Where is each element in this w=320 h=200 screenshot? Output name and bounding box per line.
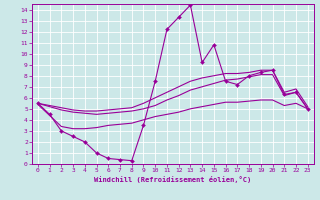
X-axis label: Windchill (Refroidissement éolien,°C): Windchill (Refroidissement éolien,°C)	[94, 176, 252, 183]
